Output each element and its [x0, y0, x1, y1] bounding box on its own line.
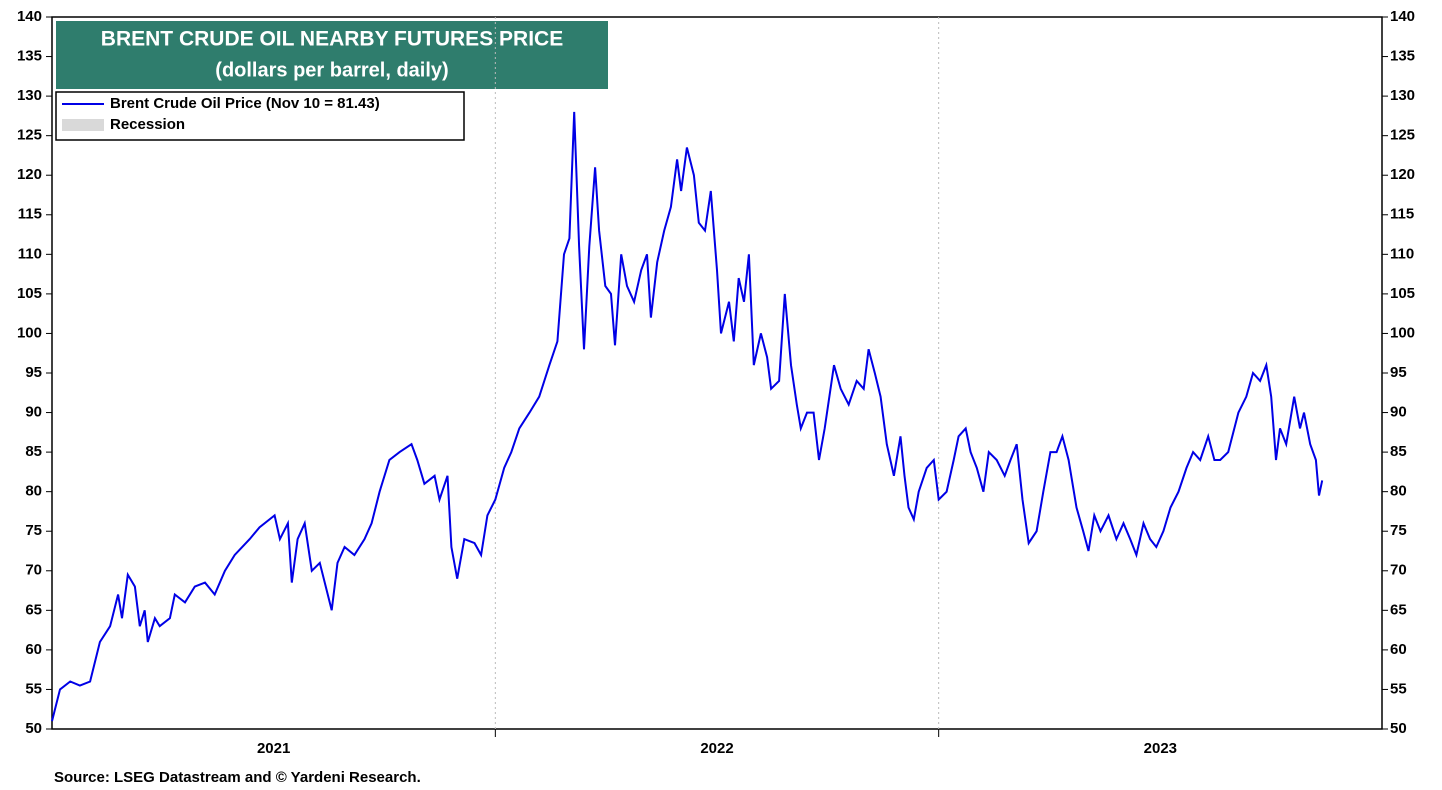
y-tick-label: 60	[25, 641, 42, 658]
y-tick-label: 130	[17, 87, 42, 104]
y-tick-label: 90	[25, 404, 42, 421]
source: Source: LSEG Datastream and © Yardeni Re…	[54, 769, 421, 786]
y2-tick-label: 80	[1390, 483, 1407, 500]
y-tick-label: 115	[18, 206, 42, 223]
y2-tick-label: 95	[1390, 364, 1407, 381]
y2-tick-label: 100	[1390, 324, 1415, 341]
y2-tick-label: 85	[1390, 443, 1407, 460]
y-tick-label: 50	[25, 720, 42, 737]
y2-tick-label: 65	[1390, 601, 1407, 618]
y-tick-label: 100	[17, 324, 42, 341]
y-tick-label: 110	[18, 245, 42, 262]
y-tick-label: 105	[17, 285, 42, 302]
chart-subtitle: (dollars per barrel, daily)	[215, 59, 448, 81]
x-tick-label: 2021	[257, 740, 290, 757]
y-tick-label: 95	[25, 364, 42, 381]
title-box	[56, 21, 608, 89]
line-series	[51, 111, 1324, 722]
chart-title: BRENT CRUDE OIL NEARBY FUTURES PRICE	[101, 28, 563, 51]
legend-label: Brent Crude Oil Price (Nov 10 = 81.43)	[110, 95, 380, 112]
y2-tick-label: 135	[1390, 48, 1415, 65]
x-tick-label: 2023	[1144, 740, 1177, 757]
y-tick-label: 80	[25, 483, 42, 500]
y-tick-label: 75	[25, 522, 42, 539]
y2-tick-label: 130	[1390, 87, 1415, 104]
y-tick-label: 120	[17, 166, 42, 183]
legend-label: Recession	[110, 116, 185, 133]
y2-tick-label: 90	[1390, 404, 1407, 421]
y-tick-label: 125	[17, 127, 42, 144]
y2-tick-label: 70	[1390, 562, 1407, 579]
y-tick-label: 55	[25, 680, 42, 697]
y2-tick-label: 120	[1390, 166, 1415, 183]
y-tick-label: 135	[17, 48, 42, 65]
legend-swatch	[62, 119, 104, 131]
legend	[55, 91, 465, 141]
x-tick-label: 2022	[700, 740, 733, 757]
y2-tick-label: 55	[1390, 680, 1407, 697]
y2-tick-label: 110	[1390, 245, 1414, 262]
y-tick-label: 65	[25, 601, 42, 618]
y2-tick-label: 50	[1390, 720, 1407, 737]
y2-tick-label: 60	[1390, 641, 1407, 658]
y2-tick-label: 105	[1390, 285, 1415, 302]
y2-tick-label: 140	[1390, 8, 1415, 25]
y2-tick-label: 75	[1390, 522, 1407, 539]
y-tick-label: 85	[25, 443, 42, 460]
y-tick-label: 140	[17, 8, 42, 25]
y2-tick-label: 125	[1390, 127, 1415, 144]
y2-tick-label: 115	[1390, 206, 1414, 223]
y-tick-label: 70	[25, 562, 42, 579]
